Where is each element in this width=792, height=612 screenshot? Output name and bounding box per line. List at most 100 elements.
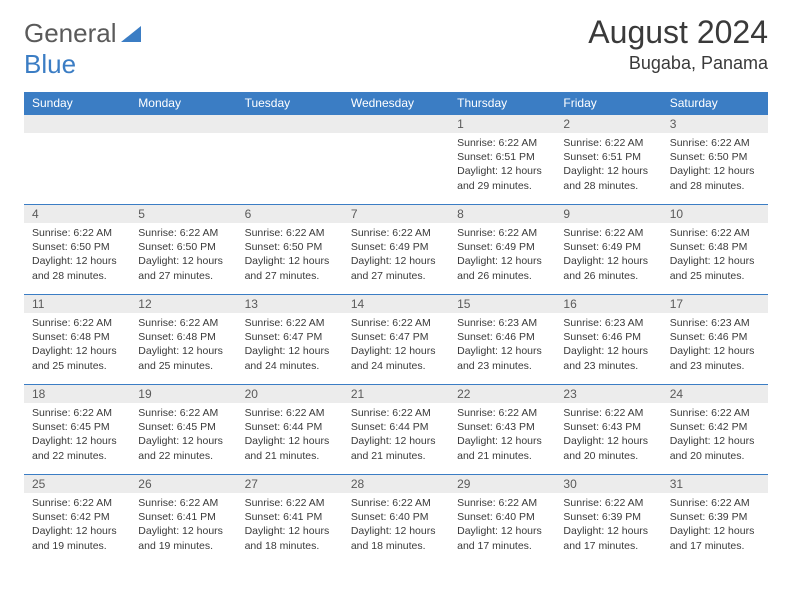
empty-day-header — [130, 115, 236, 133]
day-cell-24: 24Sunrise: 6:22 AMSunset: 6:42 PMDayligh… — [662, 385, 768, 475]
day-cell-25: 25Sunrise: 6:22 AMSunset: 6:42 PMDayligh… — [24, 475, 130, 565]
page-title: August 2024 — [588, 14, 768, 51]
day-number: 8 — [449, 205, 555, 223]
day-number: 6 — [237, 205, 343, 223]
day-cell-10: 10Sunrise: 6:22 AMSunset: 6:48 PMDayligh… — [662, 205, 768, 295]
logo-text: General Blue — [24, 18, 141, 80]
day-number: 27 — [237, 475, 343, 493]
day-header-sunday: Sunday — [24, 92, 130, 115]
day-cell-19: 19Sunrise: 6:22 AMSunset: 6:45 PMDayligh… — [130, 385, 236, 475]
day-details: Sunrise: 6:22 AMSunset: 6:48 PMDaylight:… — [662, 223, 768, 286]
empty-day-header — [237, 115, 343, 133]
day-number: 18 — [24, 385, 130, 403]
day-number: 26 — [130, 475, 236, 493]
day-details: Sunrise: 6:22 AMSunset: 6:39 PMDaylight:… — [555, 493, 661, 556]
day-cell-9: 9Sunrise: 6:22 AMSunset: 6:49 PMDaylight… — [555, 205, 661, 295]
day-cell-2: 2Sunrise: 6:22 AMSunset: 6:51 PMDaylight… — [555, 115, 661, 205]
day-details: Sunrise: 6:22 AMSunset: 6:49 PMDaylight:… — [555, 223, 661, 286]
day-number: 31 — [662, 475, 768, 493]
logo: General Blue — [24, 18, 141, 80]
day-cell-3: 3Sunrise: 6:22 AMSunset: 6:50 PMDaylight… — [662, 115, 768, 205]
logo-triangle-icon — [121, 26, 141, 42]
day-number: 30 — [555, 475, 661, 493]
day-details: Sunrise: 6:22 AMSunset: 6:45 PMDaylight:… — [24, 403, 130, 466]
day-header-thursday: Thursday — [449, 92, 555, 115]
day-cell-12: 12Sunrise: 6:22 AMSunset: 6:48 PMDayligh… — [130, 295, 236, 385]
day-details: Sunrise: 6:22 AMSunset: 6:44 PMDaylight:… — [237, 403, 343, 466]
day-details: Sunrise: 6:22 AMSunset: 6:44 PMDaylight:… — [343, 403, 449, 466]
day-details: Sunrise: 6:22 AMSunset: 6:48 PMDaylight:… — [24, 313, 130, 376]
day-header-saturday: Saturday — [662, 92, 768, 115]
day-header-friday: Friday — [555, 92, 661, 115]
day-number: 22 — [449, 385, 555, 403]
day-cell-6: 6Sunrise: 6:22 AMSunset: 6:50 PMDaylight… — [237, 205, 343, 295]
day-cell-5: 5Sunrise: 6:22 AMSunset: 6:50 PMDaylight… — [130, 205, 236, 295]
day-details: Sunrise: 6:22 AMSunset: 6:43 PMDaylight:… — [449, 403, 555, 466]
day-cell-27: 27Sunrise: 6:22 AMSunset: 6:41 PMDayligh… — [237, 475, 343, 565]
day-cell-8: 8Sunrise: 6:22 AMSunset: 6:49 PMDaylight… — [449, 205, 555, 295]
day-cell-20: 20Sunrise: 6:22 AMSunset: 6:44 PMDayligh… — [237, 385, 343, 475]
day-details: Sunrise: 6:22 AMSunset: 6:47 PMDaylight:… — [237, 313, 343, 376]
day-number: 21 — [343, 385, 449, 403]
page-header: General Blue August 2024 Bugaba, Panama — [24, 14, 768, 80]
day-cell-18: 18Sunrise: 6:22 AMSunset: 6:45 PMDayligh… — [24, 385, 130, 475]
day-details: Sunrise: 6:22 AMSunset: 6:51 PMDaylight:… — [555, 133, 661, 196]
day-details: Sunrise: 6:22 AMSunset: 6:42 PMDaylight:… — [662, 403, 768, 466]
day-number: 4 — [24, 205, 130, 223]
day-cell-7: 7Sunrise: 6:22 AMSunset: 6:49 PMDaylight… — [343, 205, 449, 295]
day-number: 16 — [555, 295, 661, 313]
calendar-row: 1Sunrise: 6:22 AMSunset: 6:51 PMDaylight… — [24, 115, 768, 205]
calendar-head: SundayMondayTuesdayWednesdayThursdayFrid… — [24, 92, 768, 115]
calendar-row: 11Sunrise: 6:22 AMSunset: 6:48 PMDayligh… — [24, 295, 768, 385]
day-details: Sunrise: 6:22 AMSunset: 6:41 PMDaylight:… — [130, 493, 236, 556]
day-cell-1: 1Sunrise: 6:22 AMSunset: 6:51 PMDaylight… — [449, 115, 555, 205]
day-number: 28 — [343, 475, 449, 493]
day-number: 5 — [130, 205, 236, 223]
day-details: Sunrise: 6:22 AMSunset: 6:50 PMDaylight:… — [24, 223, 130, 286]
day-cell-4: 4Sunrise: 6:22 AMSunset: 6:50 PMDaylight… — [24, 205, 130, 295]
day-number: 12 — [130, 295, 236, 313]
calendar-table: SundayMondayTuesdayWednesdayThursdayFrid… — [24, 92, 768, 565]
day-details: Sunrise: 6:22 AMSunset: 6:50 PMDaylight:… — [662, 133, 768, 196]
day-details: Sunrise: 6:22 AMSunset: 6:50 PMDaylight:… — [237, 223, 343, 286]
day-cell-23: 23Sunrise: 6:22 AMSunset: 6:43 PMDayligh… — [555, 385, 661, 475]
day-details: Sunrise: 6:22 AMSunset: 6:42 PMDaylight:… — [24, 493, 130, 556]
day-number: 2 — [555, 115, 661, 133]
day-details: Sunrise: 6:22 AMSunset: 6:49 PMDaylight:… — [343, 223, 449, 286]
empty-day-cell — [130, 115, 236, 205]
day-details: Sunrise: 6:22 AMSunset: 6:40 PMDaylight:… — [343, 493, 449, 556]
day-header-wednesday: Wednesday — [343, 92, 449, 115]
day-cell-11: 11Sunrise: 6:22 AMSunset: 6:48 PMDayligh… — [24, 295, 130, 385]
day-cell-22: 22Sunrise: 6:22 AMSunset: 6:43 PMDayligh… — [449, 385, 555, 475]
day-number: 9 — [555, 205, 661, 223]
title-area: August 2024 Bugaba, Panama — [588, 14, 768, 74]
calendar-row: 18Sunrise: 6:22 AMSunset: 6:45 PMDayligh… — [24, 385, 768, 475]
day-details: Sunrise: 6:22 AMSunset: 6:50 PMDaylight:… — [130, 223, 236, 286]
day-number: 10 — [662, 205, 768, 223]
day-details: Sunrise: 6:22 AMSunset: 6:41 PMDaylight:… — [237, 493, 343, 556]
day-cell-17: 17Sunrise: 6:23 AMSunset: 6:46 PMDayligh… — [662, 295, 768, 385]
day-details: Sunrise: 6:22 AMSunset: 6:48 PMDaylight:… — [130, 313, 236, 376]
logo-text-1: General — [24, 18, 117, 48]
day-number: 17 — [662, 295, 768, 313]
day-number: 3 — [662, 115, 768, 133]
calendar-body: 1Sunrise: 6:22 AMSunset: 6:51 PMDaylight… — [24, 115, 768, 565]
day-header-tuesday: Tuesday — [237, 92, 343, 115]
day-number: 25 — [24, 475, 130, 493]
day-header-monday: Monday — [130, 92, 236, 115]
day-details: Sunrise: 6:22 AMSunset: 6:40 PMDaylight:… — [449, 493, 555, 556]
day-cell-13: 13Sunrise: 6:22 AMSunset: 6:47 PMDayligh… — [237, 295, 343, 385]
day-number: 1 — [449, 115, 555, 133]
empty-day-cell — [343, 115, 449, 205]
day-number: 19 — [130, 385, 236, 403]
calendar-row: 4Sunrise: 6:22 AMSunset: 6:50 PMDaylight… — [24, 205, 768, 295]
day-details: Sunrise: 6:23 AMSunset: 6:46 PMDaylight:… — [449, 313, 555, 376]
day-cell-26: 26Sunrise: 6:22 AMSunset: 6:41 PMDayligh… — [130, 475, 236, 565]
day-details: Sunrise: 6:22 AMSunset: 6:43 PMDaylight:… — [555, 403, 661, 466]
day-number: 24 — [662, 385, 768, 403]
empty-day-cell — [24, 115, 130, 205]
day-number: 14 — [343, 295, 449, 313]
day-details: Sunrise: 6:22 AMSunset: 6:47 PMDaylight:… — [343, 313, 449, 376]
day-cell-21: 21Sunrise: 6:22 AMSunset: 6:44 PMDayligh… — [343, 385, 449, 475]
day-cell-16: 16Sunrise: 6:23 AMSunset: 6:46 PMDayligh… — [555, 295, 661, 385]
